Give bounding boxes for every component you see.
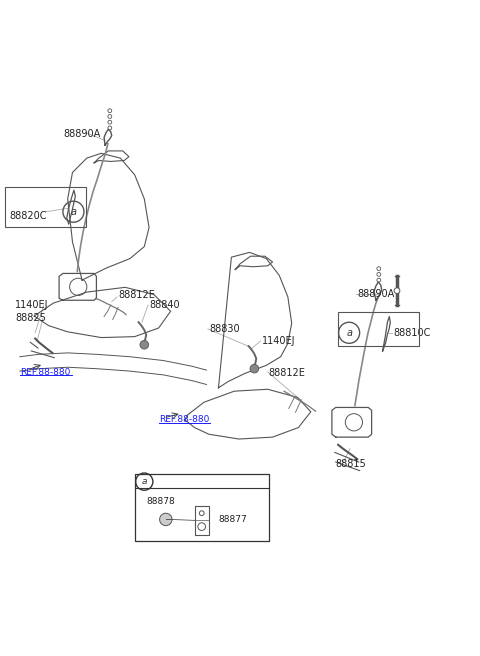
Text: a: a [346, 328, 352, 338]
Text: 88890A: 88890A [63, 129, 100, 139]
Text: 1140EJ: 1140EJ [262, 336, 295, 346]
Text: 88815: 88815 [336, 459, 366, 470]
Bar [338, 312, 419, 346]
Text: 88878: 88878 [147, 497, 175, 506]
Text: REF.88-880: REF.88-880 [158, 415, 209, 424]
Text: 88830: 88830 [209, 324, 240, 334]
Text: 88812E: 88812E [269, 369, 306, 379]
Circle shape [250, 364, 259, 373]
Text: 1140EJ: 1140EJ [15, 300, 48, 310]
Text: 88825: 88825 [15, 314, 46, 323]
Text: 88810C: 88810C [393, 328, 431, 338]
Text: a: a [71, 207, 76, 216]
Text: 88840: 88840 [149, 300, 180, 310]
Circle shape [159, 513, 172, 525]
Text: 88890A: 88890A [357, 289, 395, 298]
Bar [135, 474, 269, 541]
Text: 88877: 88877 [218, 515, 247, 524]
Text: 88820C: 88820C [9, 211, 47, 220]
Circle shape [394, 288, 400, 293]
Text: 88812E: 88812E [118, 291, 155, 300]
Circle shape [140, 340, 149, 349]
Text: a: a [142, 477, 147, 486]
Bar [5, 188, 86, 226]
Text: REF.88-880: REF.88-880 [20, 367, 70, 377]
